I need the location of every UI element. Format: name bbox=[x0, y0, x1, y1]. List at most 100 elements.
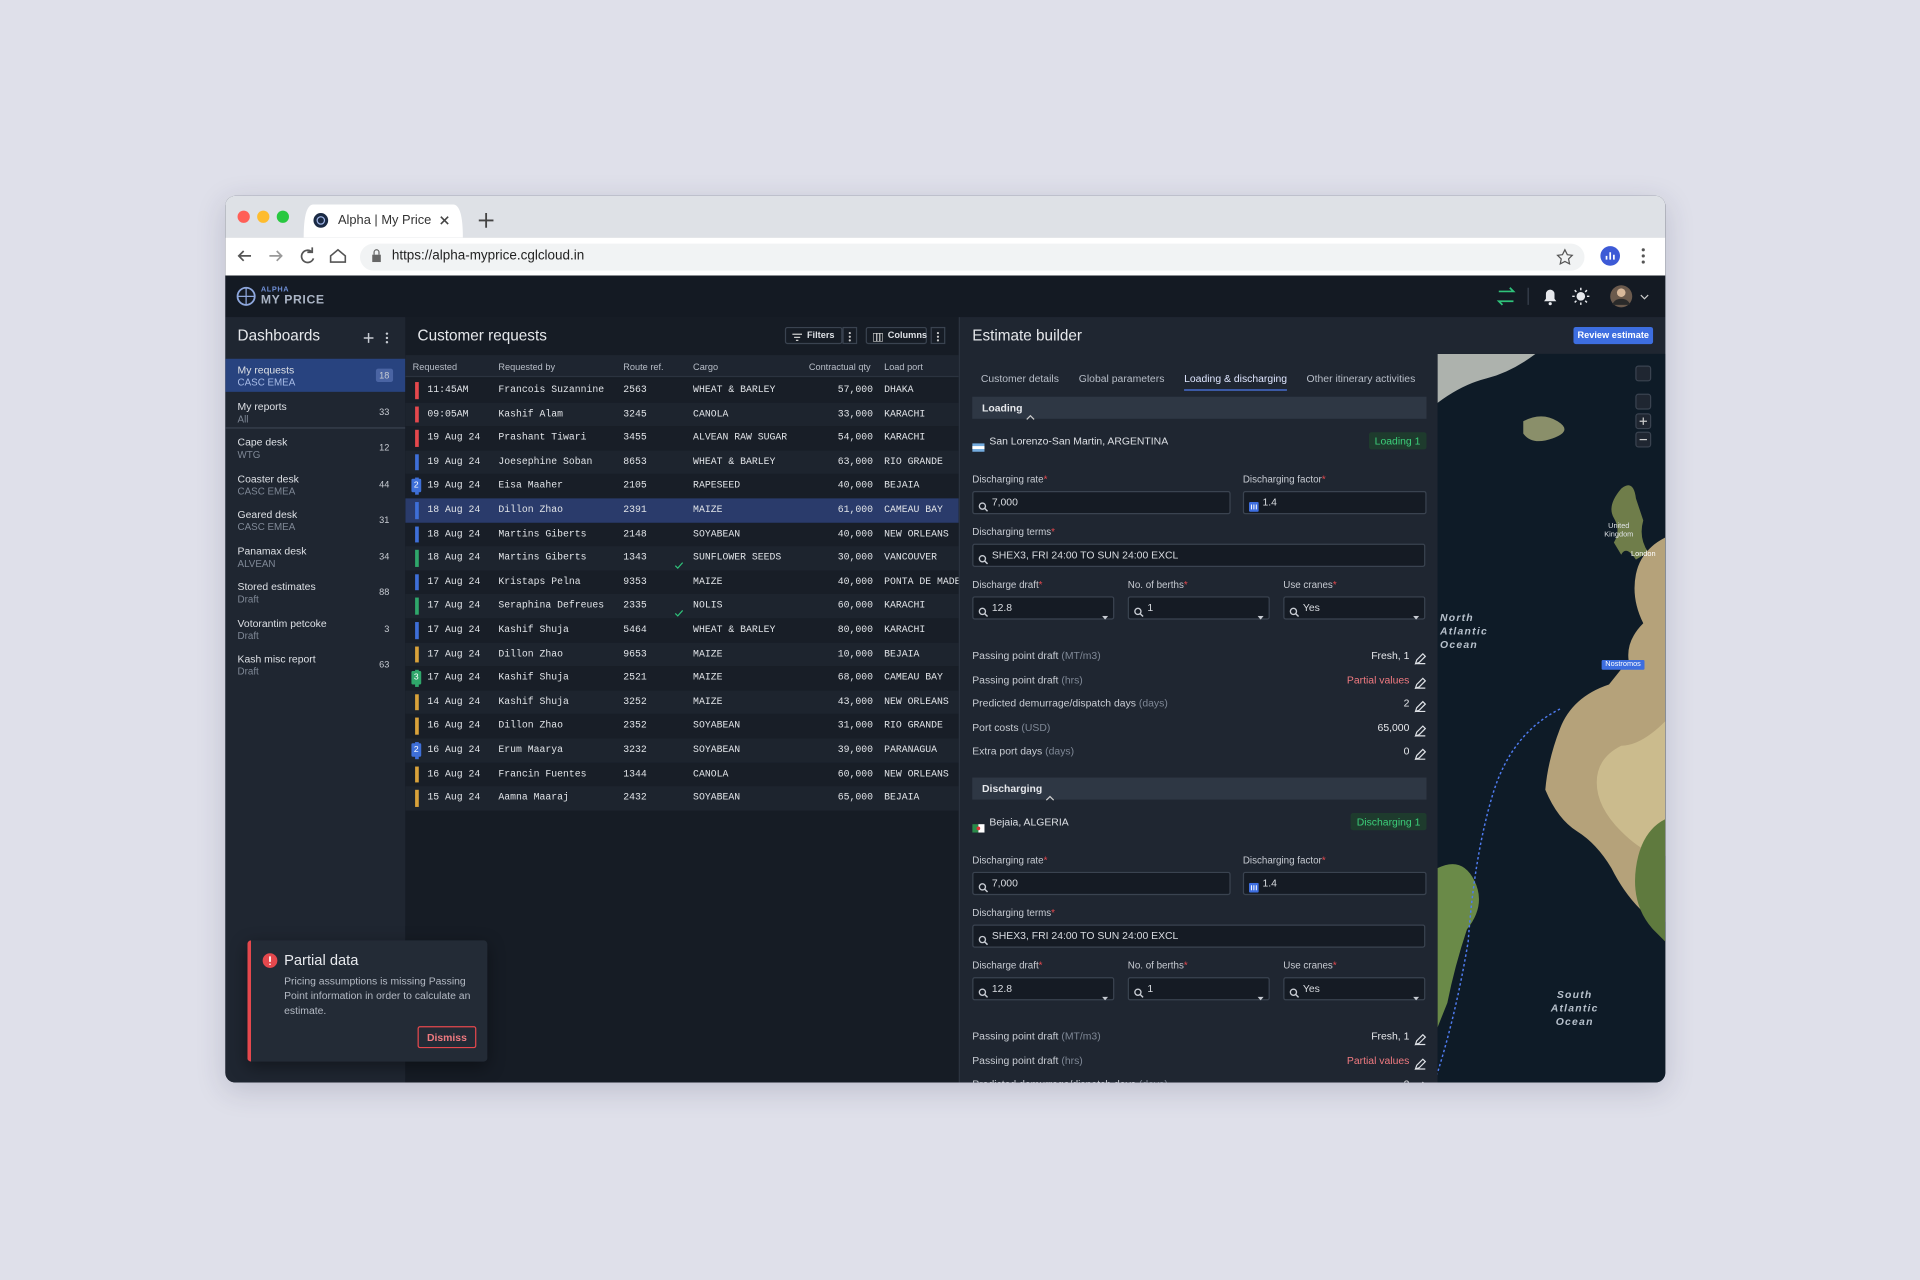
brand-top: ALPHA bbox=[260, 286, 290, 294]
input[interactable]: 1 bbox=[1127, 977, 1270, 1001]
input[interactable]: 1 bbox=[1127, 596, 1270, 620]
required-mark: * bbox=[1043, 854, 1048, 866]
cell: CANOLA bbox=[693, 408, 729, 420]
cell: 40,000 bbox=[837, 576, 874, 588]
table-row[interactable]: 17 Aug 24 Kashif Shuja 5464 WHEAT & BARLEY 8… bbox=[405, 618, 959, 643]
column-header[interactable]: Requested bbox=[412, 361, 458, 373]
cell: Dillon Zhao bbox=[498, 504, 564, 516]
status-bar bbox=[415, 766, 419, 783]
item-sub: Draft bbox=[237, 666, 259, 678]
section-header[interactable]: Loading bbox=[972, 396, 1427, 419]
search-icon bbox=[978, 984, 989, 1005]
search-icon bbox=[978, 604, 989, 625]
cell: SOYABEAN bbox=[693, 792, 741, 804]
columns-button[interactable]: Columns bbox=[865, 326, 927, 345]
status-bar bbox=[415, 574, 419, 591]
sidebar-item[interactable]: Coaster desk CASC EMEA 44 bbox=[225, 467, 405, 500]
filters-button[interactable]: Filters bbox=[784, 326, 843, 345]
label-text: Discharge draft bbox=[972, 579, 1039, 591]
section-header[interactable]: Discharging bbox=[972, 777, 1427, 800]
search-icon bbox=[978, 879, 989, 900]
sidebar-item[interactable]: Geared desk CASC EMEA 31 bbox=[225, 503, 405, 536]
table-row[interactable]: 11:45AM Francois Suzannine 2563 WHEAT & BAR… bbox=[405, 378, 959, 403]
url[interactable]: https://alpha-myprice.cglcloud.in bbox=[391, 248, 585, 264]
cell: 17 Aug 24 bbox=[427, 600, 481, 612]
table-row[interactable]: 16 Aug 24 Dillon Zhao 2352 SOYABEAN 31,000 RI… bbox=[405, 714, 959, 739]
sidebar-item[interactable]: Stored estimates Draft 88 bbox=[225, 576, 405, 609]
cell: NEW ORLEANS bbox=[884, 528, 949, 540]
table-row[interactable]: 19 Aug 24 Prashant Tiwari 3455 ALVEAN RAW S… bbox=[405, 426, 959, 451]
item-count: 88 bbox=[379, 586, 390, 598]
table-row[interactable]: 18 Aug 24 Martins Giberts 1343 SUNFLOWER SE… bbox=[405, 546, 959, 571]
tab[interactable]: Customer details bbox=[980, 372, 1059, 385]
cell: Joesephine Soban bbox=[498, 456, 593, 468]
tab[interactable]: Loading & discharging bbox=[1184, 372, 1288, 391]
field-label: Discharging rate* bbox=[972, 474, 1047, 485]
item-count: 18 bbox=[375, 368, 394, 383]
sidebar-item[interactable]: My requests CASC EMEA 18 bbox=[225, 358, 406, 392]
sidebar-item[interactable]: Cape desk WTG 12 bbox=[225, 431, 405, 464]
table-row[interactable]: 17 Aug 24 Dillon Zhao 9653 MAIZE 10,000 BEJAI… bbox=[405, 642, 959, 667]
input[interactable]: 7,000 bbox=[972, 871, 1231, 896]
label-text: Discharging terms bbox=[972, 907, 1052, 919]
input[interactable]: SHEX3, FRI 24:00 TO SUN 24:00 EXCL bbox=[972, 543, 1426, 567]
input[interactable]: Yes bbox=[1283, 596, 1426, 620]
unit: (hrs) bbox=[1061, 1053, 1083, 1067]
label-text: Discharging factor bbox=[1242, 854, 1322, 866]
item-name: My reports bbox=[237, 399, 287, 413]
cell: SOYABEAN bbox=[693, 528, 741, 540]
brand[interactable]: MY PRICE bbox=[260, 293, 325, 308]
input[interactable]: Yes bbox=[1283, 977, 1426, 1001]
edit-icon bbox=[1414, 1030, 1427, 1052]
table-row[interactable]: 17 Aug 24 Seraphina Defreues 2335 NOLIS 60,0… bbox=[405, 594, 959, 619]
column-header[interactable]: Requested by bbox=[498, 361, 556, 373]
column-header[interactable]: Route ref. bbox=[623, 361, 664, 373]
sidebar-item[interactable]: Panamax desk ALVEAN 34 bbox=[225, 539, 405, 572]
table-row[interactable]: 2 19 Aug 24 Eisa Maaher 2105 RAPESEED 40,000 B… bbox=[405, 474, 959, 499]
summary-label: Passing point draft (hrs) bbox=[972, 673, 1083, 685]
table-row[interactable]: 16 Aug 24 Francin Fuentes 1344 CANOLA 60,000… bbox=[405, 762, 959, 787]
label-text: Discharging rate bbox=[972, 473, 1044, 485]
sidebar-item[interactable]: Votorantim petcoke Draft 3 bbox=[225, 612, 405, 645]
column-header[interactable]: Contractual qty bbox=[808, 361, 871, 373]
table-row[interactable]: 09:05AM Kashif Alam 3245 CANOLA 33,000 KARACH… bbox=[405, 402, 959, 427]
input[interactable]: 12.8 bbox=[972, 596, 1115, 620]
input[interactable]: 12.8 bbox=[972, 977, 1115, 1001]
cell: BEJAIA bbox=[884, 648, 920, 660]
input[interactable]: SHEX3, FRI 24:00 TO SUN 24:00 EXCL bbox=[972, 924, 1426, 948]
tab[interactable]: Global parameters bbox=[1078, 372, 1165, 385]
table-row[interactable]: 14 Aug 24 Kashif Shuja 3252 MAIZE 43,000 NEW … bbox=[405, 690, 959, 715]
input[interactable]: 1.4 bbox=[1242, 871, 1427, 896]
label-text: Discharge draft bbox=[972, 960, 1039, 972]
input[interactable]: 1.4 bbox=[1242, 491, 1427, 515]
cell: 3245 bbox=[623, 408, 647, 420]
table-row[interactable]: 3 17 Aug 24 Kashif Shuja 2521 MAIZE 68,000 CAM… bbox=[405, 666, 959, 691]
table-row[interactable]: 2 16 Aug 24 Erum Maarya 3232 SOYABEAN 39,000 P… bbox=[405, 738, 959, 763]
field-label: Discharge draft* bbox=[972, 960, 1042, 971]
window-controls bbox=[237, 204, 494, 238]
status-bar bbox=[415, 694, 419, 711]
tab[interactable]: Other itinerary activities bbox=[1306, 372, 1416, 385]
sidebar-item[interactable]: Kash misc report Draft 63 bbox=[225, 648, 405, 681]
column-header[interactable]: Cargo bbox=[693, 361, 719, 373]
table-row[interactable]: 18 Aug 24 Dillon Zhao 2391 MAIZE 61,000 CAMEA… bbox=[405, 498, 959, 523]
cell: Seraphina Defreues bbox=[498, 600, 605, 612]
required-mark: * bbox=[1038, 579, 1043, 591]
tab-title[interactable]: Alpha | My Price bbox=[337, 213, 432, 228]
summary-value: 2 bbox=[1403, 696, 1410, 710]
table-row[interactable]: 15 Aug 24 Aamna Maaraj 2432 SOYABEAN 65,000 B… bbox=[405, 786, 959, 811]
sidebar-item[interactable]: My reports All 33 bbox=[225, 395, 406, 428]
requests-panel: Customer requests Filters Columns Requested… bbox=[405, 317, 959, 1083]
item-name: Stored estimates bbox=[237, 580, 316, 593]
table-row[interactable]: 18 Aug 24 Martins Giberts 2148 SOYABEAN 40,0… bbox=[405, 522, 959, 547]
column-header[interactable]: Load port bbox=[884, 361, 923, 373]
cell: 2391 bbox=[623, 504, 647, 516]
table-row[interactable]: 17 Aug 24 Kristaps Pelna 9353 MAIZE 40,000 PO… bbox=[405, 570, 959, 595]
input[interactable]: 7,000 bbox=[972, 491, 1231, 515]
cell: NOLIS bbox=[693, 600, 723, 612]
map[interactable]: North Atlantic Ocean South Atlantic Ocean… bbox=[1437, 353, 1666, 1083]
dismiss-button[interactable]: Dismiss bbox=[417, 1026, 477, 1049]
table-row[interactable]: 19 Aug 24 Joesephine Soban 8653 WHEAT & BAR… bbox=[405, 450, 959, 475]
cell: 1344 bbox=[623, 768, 647, 780]
review-button[interactable]: Review estimate bbox=[1573, 326, 1654, 345]
